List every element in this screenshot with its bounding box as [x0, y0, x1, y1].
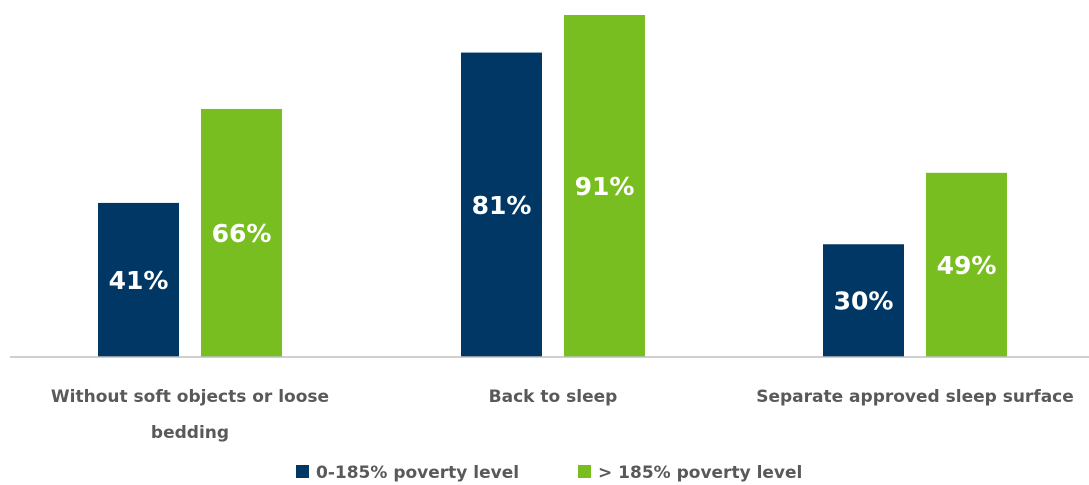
bar-series-1-cat-2	[461, 52, 542, 357]
bar-series-1-cat-3	[823, 244, 904, 357]
bar-series-1-cat-1	[98, 202, 179, 357]
legend-swatch-series-2	[578, 465, 591, 478]
data-label-series-1-cat-3: 30%	[834, 287, 894, 316]
bar-series-2-cat-2	[564, 15, 645, 357]
legend-label-series-1: 0-185% poverty level	[316, 463, 519, 483]
data-label-series-2-cat-3: 49%	[937, 251, 997, 280]
category-labels-layer: Without soft objects or loose bedding Back…	[51, 387, 1074, 443]
bar-series-2-cat-3	[926, 172, 1007, 357]
bar-series-2-cat-1	[201, 108, 282, 357]
category-label-2: Back to sleep	[489, 387, 618, 407]
data-label-series-2-cat-2: 91%	[575, 172, 635, 201]
legend-label-series-2: > 185% poverty level	[598, 463, 802, 483]
data-label-series-1-cat-1: 41%	[109, 266, 169, 295]
legend-swatch-series-1	[296, 465, 309, 478]
bar-labels-layer: 41% 66% 81% 91% 30% 49%	[109, 172, 997, 316]
category-label-1-line-1: Without soft objects or loose	[51, 387, 329, 407]
category-label-1-line-2: bedding	[151, 423, 229, 443]
bars-layer	[98, 15, 1007, 357]
data-label-series-2-cat-1: 66%	[212, 219, 272, 248]
data-label-series-1-cat-2: 81%	[472, 191, 532, 220]
category-label-3: Separate approved sleep surface	[756, 387, 1074, 407]
legend: 0-185% poverty level > 185% poverty leve…	[296, 463, 802, 483]
